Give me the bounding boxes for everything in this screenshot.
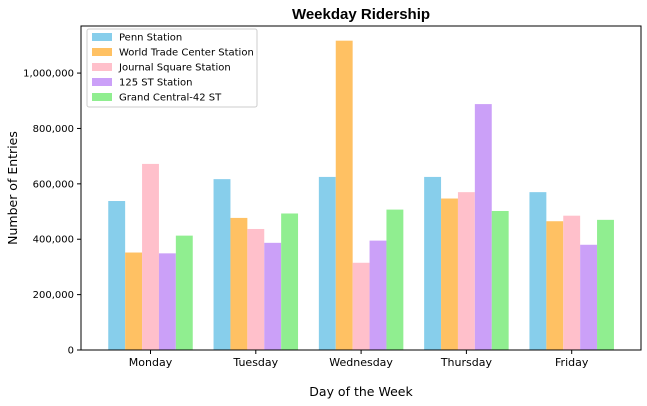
- legend-swatch-world-trade-center-station: [92, 48, 112, 56]
- legend-swatch-125-st-station: [92, 78, 112, 86]
- bar-125-st-station-wednesday: [369, 240, 387, 350]
- x-tick-label-friday: Friday: [555, 356, 589, 369]
- bar-penn-station-monday: [108, 201, 126, 350]
- legend-label-penn-station: Penn Station: [119, 33, 182, 44]
- bar-world-trade-center-station-thursday: [441, 198, 458, 350]
- legend-swatch-journal-square-station: [92, 63, 112, 71]
- x-tick-label-monday: Monday: [129, 356, 173, 369]
- bar-grand-central-42-st-friday: [597, 219, 614, 350]
- bar-world-trade-center-station-friday: [546, 221, 564, 350]
- x-tick-label-thursday: Thursday: [440, 356, 493, 369]
- bar-journal-square-station-thursday: [457, 192, 475, 350]
- x-axis-title: Day of the Week: [309, 384, 413, 399]
- y-tick-label: 400,000: [33, 235, 74, 246]
- bar-journal-square-station-monday: [142, 163, 159, 350]
- y-tick-label: 600,000: [33, 179, 74, 190]
- x-axis: Monday Tuesday Wednesday Thursday Friday: [129, 350, 589, 369]
- y-tick-label: 200,000: [33, 290, 74, 301]
- bar-world-trade-center-station-monday: [125, 252, 143, 350]
- bar-grand-central-42-st-tuesday: [281, 213, 299, 350]
- chart-title: Weekday Ridership: [292, 6, 430, 23]
- legend-swatch-grand-central-42-st: [92, 93, 112, 101]
- bar-journal-square-station-friday: [563, 215, 581, 350]
- bar-journal-square-station-wednesday: [352, 262, 370, 350]
- legend-label-world-trade-center-station: World Trade Center Station: [119, 48, 254, 59]
- bar-penn-station-wednesday: [318, 176, 336, 350]
- legend-label-grand-central-42-st: Grand Central-42 ST: [119, 93, 222, 104]
- bars-group: [108, 40, 614, 351]
- y-axis: 0 200,000 400,000 600,000 800,000 1,000,000: [23, 69, 81, 357]
- bar-125-st-station-friday: [580, 244, 598, 350]
- bar-grand-central-42-st-monday: [175, 235, 193, 350]
- legend-label-journal-square-station: Journal Square Station: [118, 63, 231, 74]
- y-tick-label: 1,000,000: [23, 69, 74, 80]
- bar-grand-central-42-st-thursday: [491, 210, 509, 350]
- y-axis-title: Number of Entries: [5, 131, 20, 245]
- bar-penn-station-friday: [529, 192, 547, 350]
- y-tick-label: 0: [68, 346, 74, 357]
- legend: Penn Station World Trade Center Station Jo…: [86, 28, 258, 108]
- x-tick-label-wednesday: Wednesday: [329, 356, 393, 369]
- legend-swatch-penn-station: [92, 33, 112, 41]
- x-tick-label-tuesday: Tuesday: [232, 356, 278, 369]
- bar-penn-station-tuesday: [213, 179, 231, 350]
- bar-grand-central-42-st-wednesday: [386, 209, 404, 350]
- bar-penn-station-thursday: [424, 176, 442, 350]
- bar-125-st-station-monday: [158, 253, 176, 350]
- legend-label-125-st-station: 125 ST Station: [119, 78, 192, 89]
- bar-world-trade-center-station-wednesday: [335, 40, 353, 351]
- y-tick-label: 800,000: [33, 124, 74, 135]
- bar-world-trade-center-station-tuesday: [230, 217, 248, 350]
- bar-125-st-station-tuesday: [264, 242, 282, 350]
- legend-box: [86, 28, 258, 108]
- bar-125-st-station-thursday: [474, 104, 492, 350]
- bar-journal-square-station-tuesday: [247, 228, 265, 350]
